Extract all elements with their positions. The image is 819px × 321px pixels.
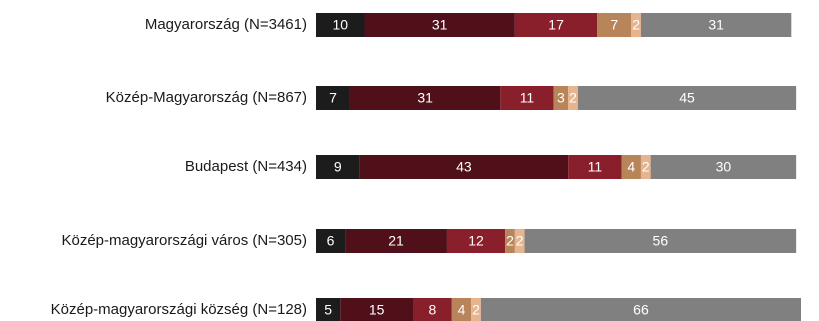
bar-segment bbox=[524, 229, 797, 253]
data-label: 31 bbox=[432, 17, 448, 33]
data-label: 11 bbox=[588, 159, 603, 175]
data-label: 5 bbox=[324, 302, 332, 318]
bar-segment bbox=[316, 86, 350, 110]
bar-segment bbox=[349, 86, 501, 110]
bar-segment bbox=[471, 298, 481, 321]
bar-segment bbox=[568, 86, 578, 110]
category-label: Budapest (N=434) bbox=[185, 158, 307, 175]
data-label: 7 bbox=[329, 90, 337, 106]
bar-segment bbox=[316, 298, 341, 321]
bar-segment bbox=[640, 155, 651, 179]
data-label: 10 bbox=[332, 17, 348, 33]
bar-segment bbox=[650, 155, 797, 179]
bar-segment bbox=[451, 298, 472, 321]
data-label: 2 bbox=[506, 233, 514, 249]
data-label: 3 bbox=[557, 90, 565, 106]
data-label: 4 bbox=[627, 159, 635, 175]
bar-segment bbox=[553, 86, 569, 110]
data-label: 43 bbox=[456, 159, 472, 175]
bar-segment bbox=[577, 86, 797, 110]
bar-segment bbox=[514, 229, 525, 253]
category-label: Közép-Magyarország (N=867) bbox=[106, 89, 307, 106]
data-label: 7 bbox=[610, 17, 618, 33]
data-label: 2 bbox=[632, 17, 640, 33]
data-label: 2 bbox=[642, 159, 650, 175]
data-label: 12 bbox=[468, 233, 484, 249]
category-label: Közép-magyarországi város (N=305) bbox=[61, 232, 307, 249]
data-label: 21 bbox=[388, 233, 404, 249]
data-label: 9 bbox=[334, 159, 342, 175]
data-label: 30 bbox=[716, 159, 732, 175]
bar-segment bbox=[316, 229, 346, 253]
data-label: 6 bbox=[327, 233, 335, 249]
data-label: 2 bbox=[516, 233, 524, 249]
data-label: 31 bbox=[417, 90, 433, 106]
bar-segment bbox=[621, 155, 641, 179]
data-label: 45 bbox=[679, 90, 695, 106]
bar-segment bbox=[340, 298, 413, 321]
category-label: Közép-magyarországi község (N=128) bbox=[51, 301, 307, 318]
bar-segment bbox=[359, 155, 569, 179]
bar-segment bbox=[364, 13, 515, 37]
bar-segment bbox=[597, 13, 632, 37]
data-label: 4 bbox=[458, 302, 466, 318]
bar-segment bbox=[345, 229, 447, 253]
bar-segment bbox=[514, 13, 598, 37]
data-label: 31 bbox=[708, 17, 724, 33]
bars: 10 31 17 7 2 317 31 11 3 2 459 43 11 4 2 306 21 12 2 2 565 15… bbox=[316, 13, 801, 321]
category-label: Magyarország (N=3461) bbox=[145, 16, 307, 33]
data-label: 15 bbox=[369, 302, 385, 318]
data-label: 66 bbox=[633, 302, 649, 318]
bar-segment bbox=[568, 155, 622, 179]
bar-segment bbox=[446, 229, 506, 253]
data-label: 2 bbox=[472, 302, 480, 318]
bar-segment bbox=[316, 13, 365, 37]
bar-segment bbox=[480, 298, 801, 321]
bar-segment bbox=[413, 298, 452, 321]
bar-segment bbox=[631, 13, 641, 37]
bar-segment bbox=[640, 13, 792, 37]
data-label: 8 bbox=[429, 302, 437, 318]
data-label: 56 bbox=[653, 233, 669, 249]
bar-segment bbox=[500, 86, 554, 110]
data-label: 11 bbox=[520, 90, 535, 106]
data-label: 2 bbox=[569, 90, 577, 106]
data-label: 17 bbox=[548, 17, 564, 33]
category-labels: Magyarország (N=3461) Közép-Magyarország … bbox=[51, 16, 307, 318]
bar-segment bbox=[505, 229, 515, 253]
bar-segment bbox=[316, 155, 360, 179]
